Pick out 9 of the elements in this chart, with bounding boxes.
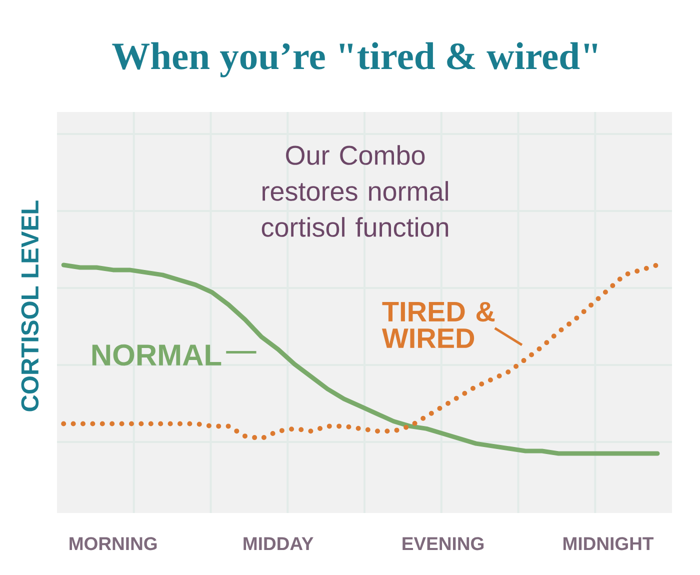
x-tick-label: MIDDAY xyxy=(244,537,314,550)
legend-label: NORMAL xyxy=(92,344,222,366)
x-tick-label: MORNING xyxy=(70,537,157,550)
x-tick-label: MIDNIGHT xyxy=(564,537,654,550)
x-tick-label: EVENING xyxy=(402,537,484,550)
legend-label: TIRED & WIRED xyxy=(382,302,495,348)
y-axis-title: CORTISOL LEVEL xyxy=(21,200,39,412)
text: Our Combo restores normal cortisol function xyxy=(262,145,448,237)
chart-title: When you’re "tired & wired" xyxy=(112,42,598,78)
